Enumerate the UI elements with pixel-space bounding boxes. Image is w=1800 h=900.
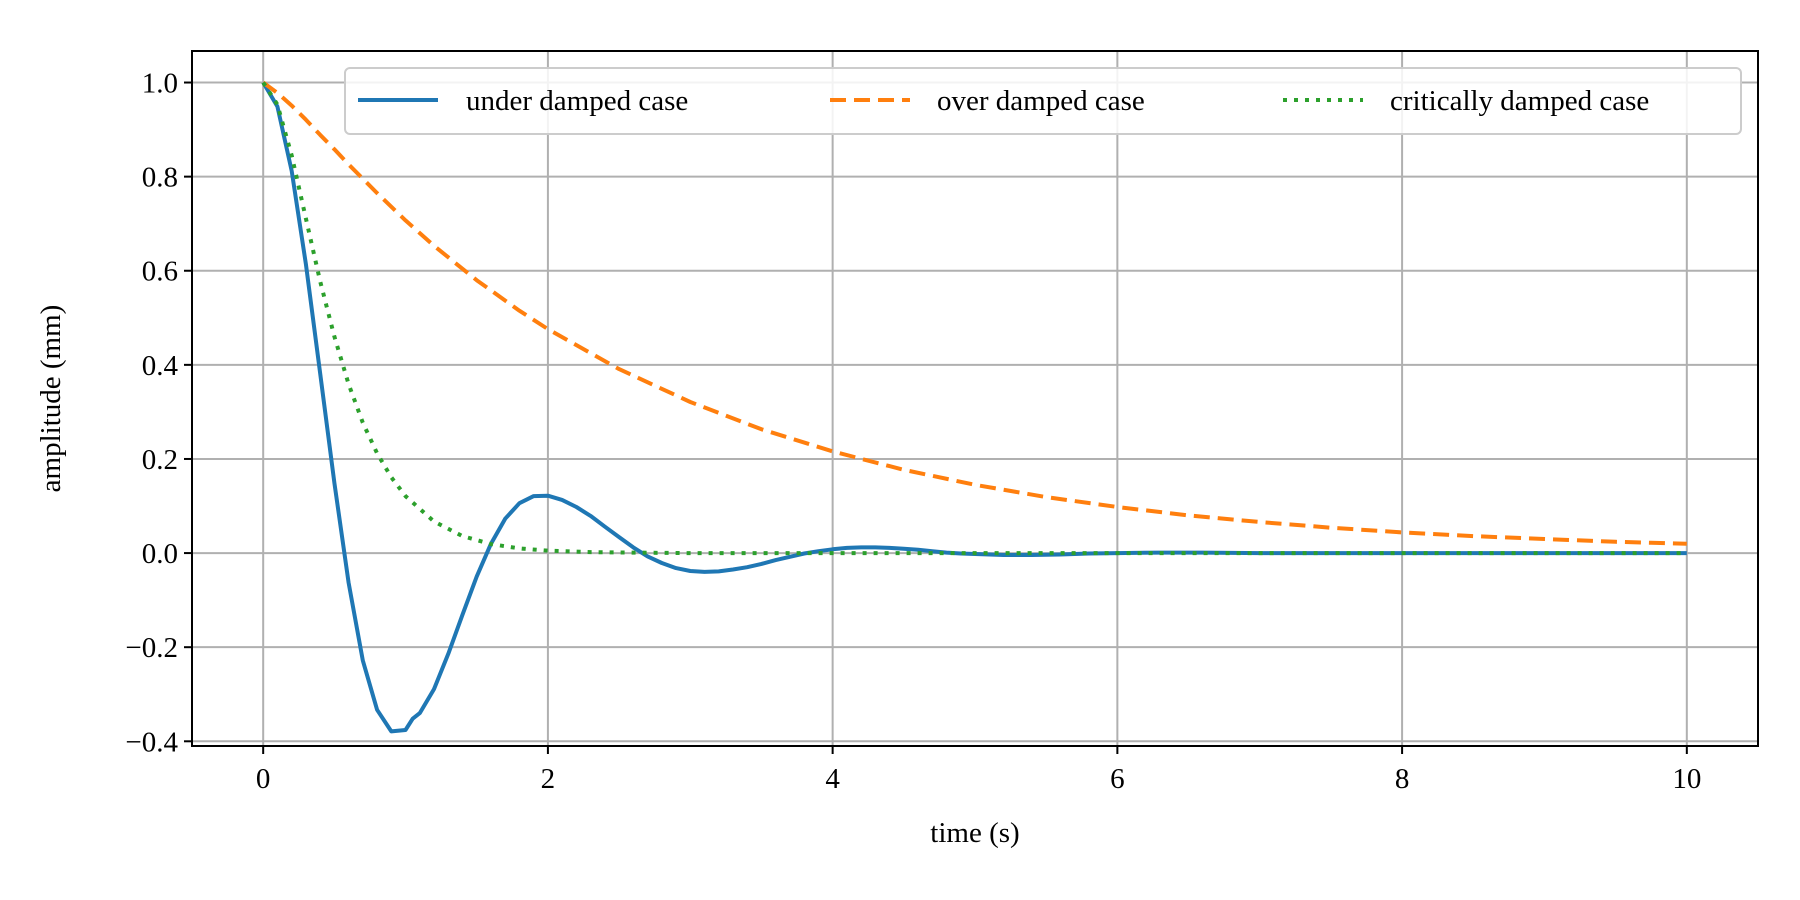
x-tick-label: 8 [1395, 763, 1410, 795]
x-tick-label: 0 [256, 763, 271, 795]
series-line-under-damped-case [261, 81, 1687, 734]
series-line-over-damped-case [262, 80, 1687, 546]
y-tick-label: 0.4 [142, 350, 179, 382]
y-tick-label: 0.6 [142, 256, 178, 288]
y-axis-label: amplitude (mm) [35, 305, 67, 493]
series-group [261, 80, 1687, 734]
x-tick-label: 10 [1672, 763, 1701, 795]
y-tick-label: −0.2 [125, 632, 178, 664]
plot-frame [191, 50, 1759, 747]
grid [192, 51, 1758, 746]
x-axis-label: time (s) [930, 817, 1019, 849]
legend-label: critically damped case [1390, 85, 1649, 117]
axis-ticks: 0 2 4 6 8 10 1.0 0.8 0.6 0.4 0.2 0.0 −0.2 −0.4 [125, 68, 1701, 795]
y-tick-label: 0.2 [142, 444, 178, 476]
x-tick-label: 2 [541, 763, 556, 795]
x-tick-label: 6 [1110, 763, 1125, 795]
y-tick-label: −0.4 [125, 726, 178, 758]
legend-box [344, 67, 1742, 135]
x-tick-label: 4 [825, 763, 840, 795]
legend-label: under damped case [466, 85, 688, 117]
y-tick-label: 1.0 [142, 68, 178, 100]
legend-label: over damped case [937, 85, 1145, 117]
series-line-critically-damped-case [261, 81, 1687, 556]
legend: under damped case over damped case critica… [344, 67, 1742, 135]
y-tick-label: 0.0 [142, 538, 178, 570]
y-tick-label: 0.8 [142, 162, 178, 194]
